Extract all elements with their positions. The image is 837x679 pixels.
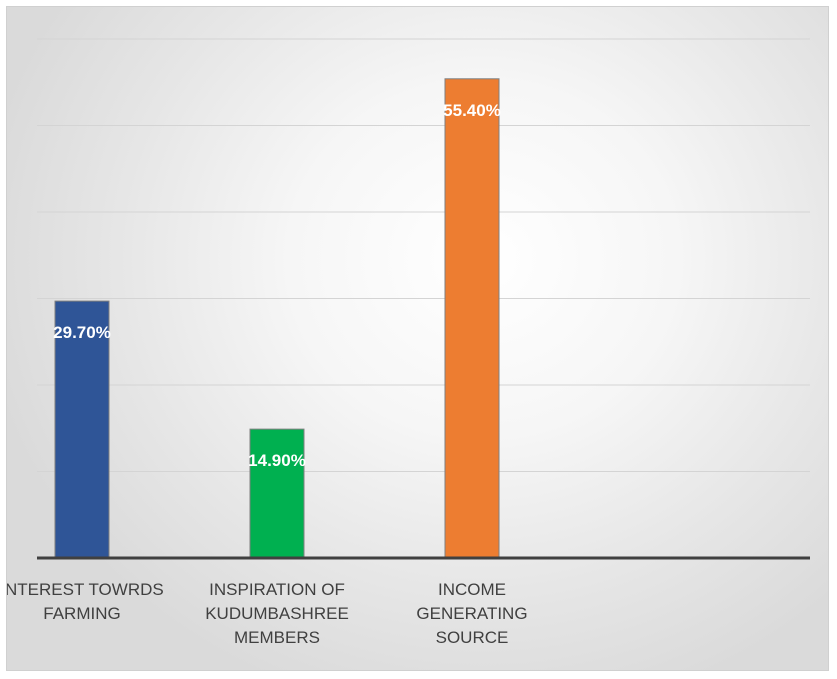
category-label: INCOME GENERATING SOURCE — [416, 580, 527, 647]
chart-area: 29.70% INTEREST TOWRDS FARMING 14.90% INSPIR… — [6, 6, 829, 671]
data-label: 55.40% — [443, 101, 501, 120]
bar — [444, 78, 500, 559]
data-label: 29.70% — [53, 323, 111, 342]
category-label: INSPIRATION OF KUDUMBASHREE MEMBERS — [205, 580, 349, 647]
category-label: INTEREST TOWRDS FARMING — [7, 580, 164, 623]
bar — [249, 428, 305, 559]
bar-chart: 29.70% INTEREST TOWRDS FARMING 14.90% INSPIR… — [7, 38, 810, 647]
data-label: 14.90% — [248, 451, 306, 470]
